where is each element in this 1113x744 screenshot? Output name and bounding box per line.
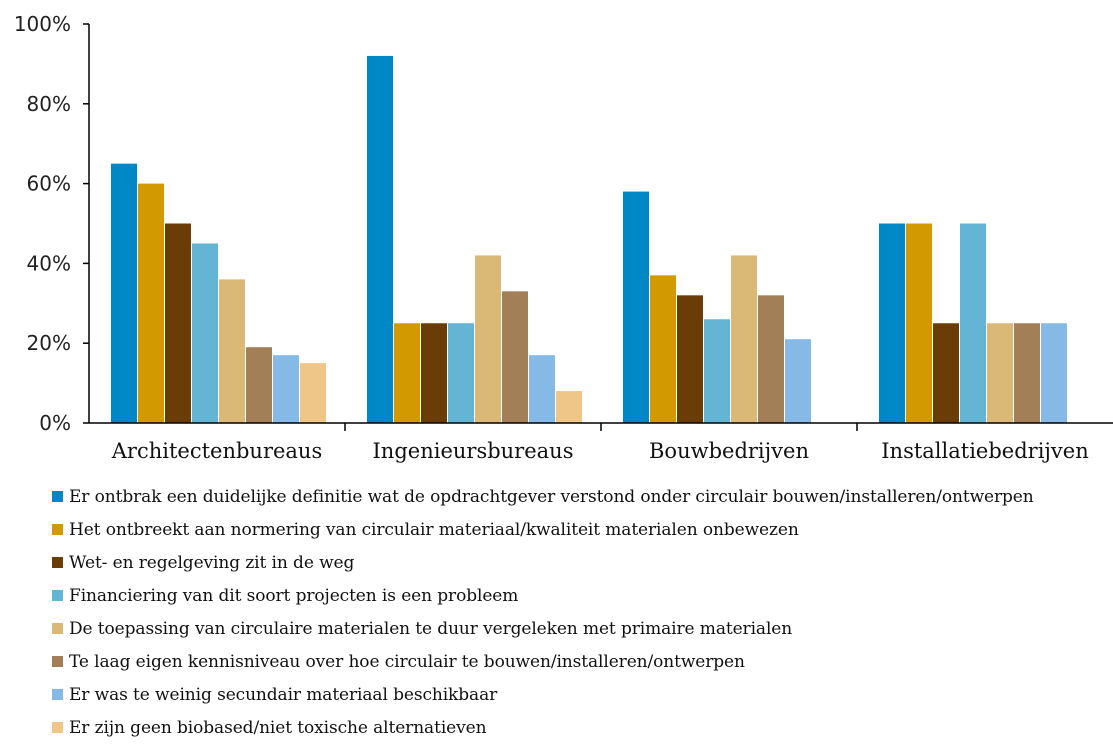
bar-series-7-architectenbureaus <box>273 355 299 423</box>
axes-group <box>83 23 1113 431</box>
legend-label: Het ontbreekt aan normering van circulai… <box>69 519 799 540</box>
bar-series-4-ingenieursbureaus <box>448 323 474 423</box>
bar-series-5-installatiebedrijven <box>987 323 1013 423</box>
bar-series-4-installatiebedrijven <box>960 223 986 423</box>
bar-series-6-bouwbedrijven <box>758 295 784 423</box>
bar-series-6-ingenieursbureaus <box>502 291 528 423</box>
legend-item: De toepassing van circulaire materialen … <box>52 612 1110 645</box>
bars-group <box>111 55 1067 424</box>
legend-item: Wet- en regelgeving zit in de weg <box>52 546 1110 579</box>
bar-series-3-ingenieursbureaus <box>421 323 447 423</box>
bar-series-1-bouwbedrijven <box>623 191 649 423</box>
legend: Er ontbrak een duidelijke definitie wat … <box>52 480 1110 744</box>
x-category-label: Ingenieursbureaus <box>373 439 574 463</box>
legend-label: De toepassing van circulaire materialen … <box>69 618 793 639</box>
bar-series-4-architectenbureaus <box>192 243 218 423</box>
bar-series-7-bouwbedrijven <box>785 339 811 423</box>
bar-series-3-architectenbureaus <box>165 223 191 423</box>
bar-chart: 0% 20% 40% 60% 80% 100% Architectenbureaus Inge… <box>14 12 1113 463</box>
legend-swatch <box>52 656 63 667</box>
legend-label: Wet- en regelgeving zit in de weg <box>69 552 355 573</box>
legend-label: Er zijn geen biobased/niet toxische alte… <box>69 717 487 738</box>
legend-item: Er ontbrak een duidelijke definitie wat … <box>52 480 1110 513</box>
legend-swatch <box>52 722 63 733</box>
bar-series-1-installatiebedrijven <box>879 223 905 423</box>
bar-series-2-architectenbureaus <box>138 183 164 423</box>
bar-series-5-ingenieursbureaus <box>475 255 501 423</box>
legend-label: Financiering van dit soort projecten is … <box>69 585 519 606</box>
y-tick-label: 60% <box>27 172 71 196</box>
legend-swatch <box>52 590 63 601</box>
legend-swatch <box>52 524 63 535</box>
bar-series-5-bouwbedrijven <box>731 255 757 423</box>
legend-item: Er zijn geen biobased/niet toxische alte… <box>52 711 1110 744</box>
bar-series-3-bouwbedrijven <box>677 295 703 423</box>
bar-series-6-architectenbureaus <box>246 347 272 423</box>
y-tick-label: 0% <box>39 411 71 435</box>
legend-swatch <box>52 491 63 502</box>
x-category-label: Installatiebedrijven <box>881 439 1089 463</box>
x-category-label: Architectenbureaus <box>111 439 322 463</box>
y-tick-label: 20% <box>27 331 71 355</box>
bar-series-2-installatiebedrijven <box>906 223 932 423</box>
legend-item: Te laag eigen kennisniveau over hoe circ… <box>52 645 1110 678</box>
y-tick-label: 80% <box>27 92 71 116</box>
legend-label: Er ontbrak een duidelijke definitie wat … <box>69 486 1034 507</box>
bar-series-4-bouwbedrijven <box>704 319 730 423</box>
legend-swatch <box>52 689 63 700</box>
y-tick-label: 40% <box>27 251 71 275</box>
bar-series-2-bouwbedrijven <box>650 275 676 423</box>
bar-series-8-ingenieursbureaus <box>556 391 582 423</box>
bar-series-6-installatiebedrijven <box>1014 323 1040 423</box>
legend-item: Het ontbreekt aan normering van circulai… <box>52 513 1110 546</box>
labels-group: 0% 20% 40% 60% 80% 100% Architectenbureaus Inge… <box>14 12 1089 463</box>
bar-series-7-ingenieursbureaus <box>529 355 555 423</box>
bar-series-1-ingenieursbureaus <box>367 55 393 424</box>
bar-series-7-installatiebedrijven <box>1041 323 1067 423</box>
bar-series-5-architectenbureaus <box>219 279 245 423</box>
legend-item: Financiering van dit soort projecten is … <box>52 579 1110 612</box>
legend-label: Er was te weinig secundair materiaal bes… <box>69 684 498 705</box>
y-tick-label: 100% <box>14 12 71 36</box>
bar-series-1-architectenbureaus <box>111 163 137 423</box>
bar-series-3-installatiebedrijven <box>933 323 959 423</box>
bar-series-8-architectenbureaus <box>300 363 326 423</box>
legend-item: Er was te weinig secundair materiaal bes… <box>52 678 1110 711</box>
bar-series-2-ingenieursbureaus <box>394 323 420 423</box>
legend-label: Te laag eigen kennisniveau over hoe circ… <box>69 651 745 672</box>
legend-swatch <box>52 557 63 568</box>
x-category-label: Bouwbedrijven <box>649 439 809 463</box>
legend-swatch <box>52 623 63 634</box>
